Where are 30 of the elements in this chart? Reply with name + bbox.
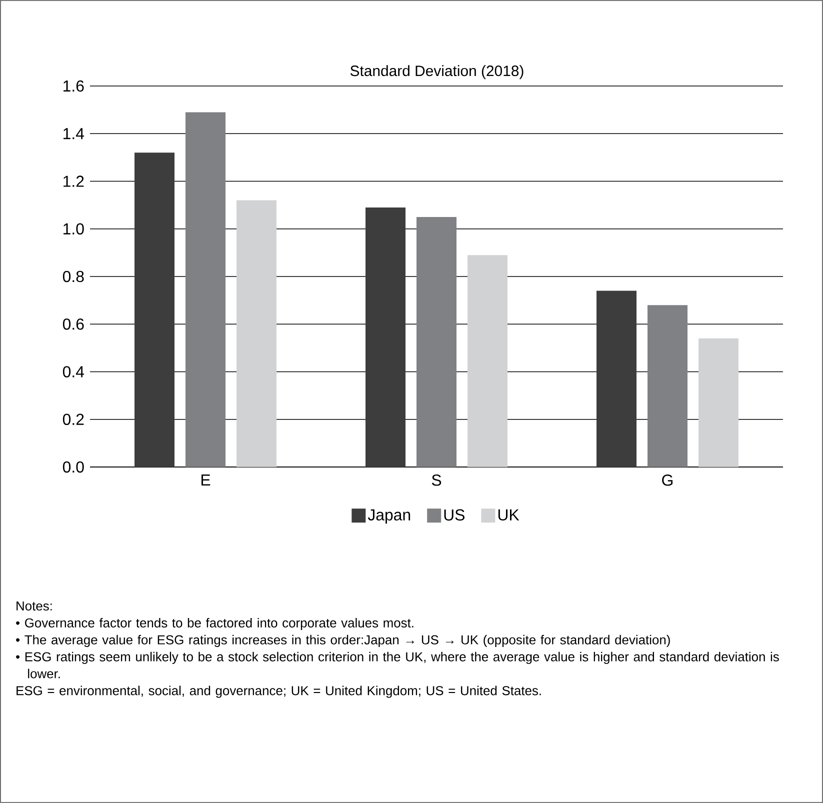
bar [416,216,457,467]
legend-label: US [444,509,464,521]
x-tick-label: E [201,474,210,486]
bar [236,200,276,467]
text: • Governance factor tends to be factored into corporate values most. [16,618,414,630]
x-tick-label: G [662,474,673,486]
bar [596,290,637,467]
bar [186,112,226,467]
bar [366,207,406,467]
y-tick-label: 0.8 [62,270,84,282]
bar [698,338,739,467]
text: Notes: [16,602,52,611]
bar [134,152,174,467]
text: • ESG ratings seem unlikely to be a stock selection criterion in the UK, where the average value is higher and standard deviation is lower. [16,652,779,678]
bar [468,255,508,467]
y-tick-label: 0.4 [62,366,84,378]
y-tick-label: 1.4 [64,128,84,140]
chart-title: Standard Deviation (2018) [350,65,524,80]
y-tick-label: 1.2 [64,176,84,187]
y-tick-label: 1.6 [64,80,84,92]
y-tick-label: 1.0 [64,223,84,235]
y-tick-label: 0.2 [62,414,84,426]
text: ESG = environmental, social, and governance; UK = United Kingdom; US = United States. [16,686,541,698]
text: • The average value for ESG ratings increases in this order:Japan → US → UK (opposite for standard deviation) [16,634,670,647]
legend-label: UK [498,509,520,520]
bar [648,305,688,467]
legend-label: Japan [368,509,410,524]
y-tick-label: 0.6 [62,318,84,330]
y-tick-label: 0.0 [62,461,84,473]
x-tick-label: S [432,474,442,486]
